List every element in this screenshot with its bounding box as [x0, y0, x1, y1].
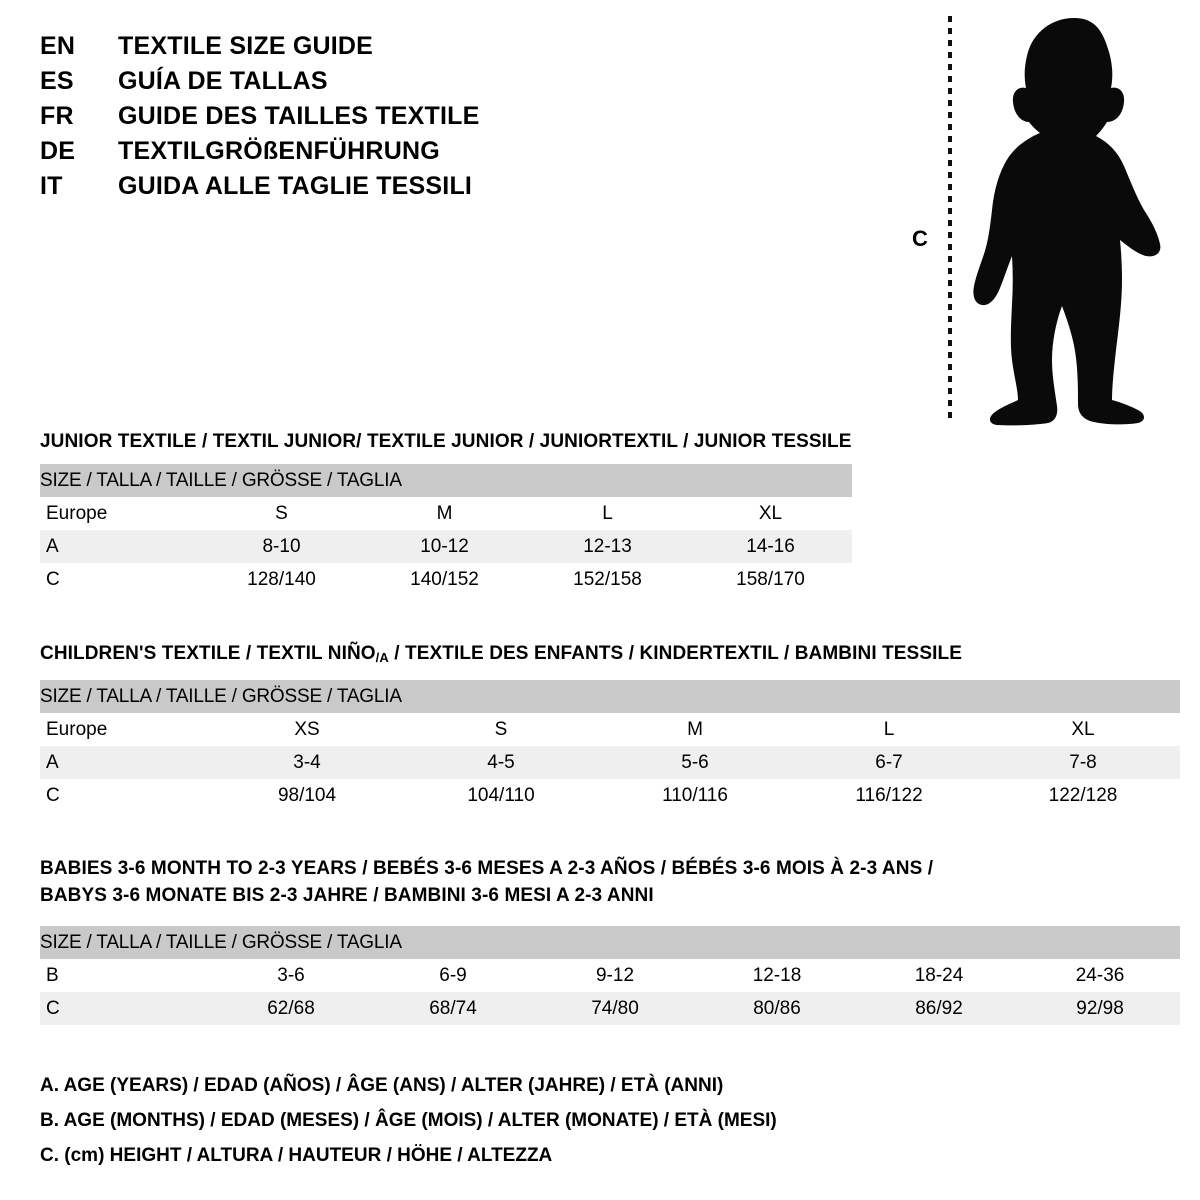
row-label: C — [40, 779, 210, 812]
cell-value: 18-24 — [858, 959, 1020, 992]
row-label: C — [40, 563, 200, 596]
cell-value: 86/92 — [858, 992, 1020, 1025]
legend-line-a: A. AGE (YEARS) / EDAD (AÑOS) / ÂGE (ANS)… — [40, 1075, 724, 1096]
section-junior-textile: JUNIOR TEXTILE / TEXTIL JUNIOR/ TEXTILE … — [40, 428, 852, 596]
table-row: C 98/104 104/110 110/116 116/122 122/128 — [40, 779, 1181, 812]
cell-value: 158/170 — [689, 563, 852, 596]
language-row-de: DE TEXTILGRÖßENFÜHRUNG — [40, 137, 600, 172]
babies-size-table: SIZE / TALLA / TAILLE / GRÖSSE / TAGLIA … — [40, 926, 1181, 1025]
cell-value: 12-18 — [696, 959, 858, 992]
language-title-it: GUIDA ALLE TAGLIE TESSILI — [118, 172, 473, 200]
language-title-en: TEXTILE SIZE GUIDE — [118, 32, 374, 60]
cell-value: 6-7 — [792, 746, 986, 779]
cell-value: 62/68 — [210, 992, 372, 1025]
height-dotted-line — [948, 16, 952, 424]
row-label: A — [40, 530, 200, 563]
row-label: Europe — [40, 713, 210, 746]
row-label: A — [40, 746, 210, 779]
cell-value: XL — [689, 497, 852, 530]
cell-value: 12-13 — [526, 530, 689, 563]
section-children-textile: CHILDREN'S TEXTILE / TEXTIL NIÑO/A / TEX… — [40, 640, 1181, 812]
language-title-fr: GUIDE DES TAILLES TEXTILE — [118, 102, 480, 130]
table-row: A 3-4 4-5 5-6 6-7 7-8 — [40, 746, 1181, 779]
language-row-fr: FR GUIDE DES TAILLES TEXTILE — [40, 102, 600, 137]
row-label: C — [40, 992, 210, 1025]
language-header-block: EN TEXTILE SIZE GUIDE ES GUÍA DE TALLAS … — [40, 32, 600, 207]
cell-value: XL — [986, 713, 1181, 746]
cell-value: 8-10 — [200, 530, 363, 563]
cell-value: M — [363, 497, 526, 530]
table-row: A 8-10 10-12 12-13 14-16 — [40, 530, 852, 563]
cell-value: 122/128 — [986, 779, 1181, 812]
cell-value: L — [526, 497, 689, 530]
legend-line-c: C. (cm) HEIGHT / ALTURA / HAUTEUR / HÖHE… — [40, 1145, 553, 1166]
height-measure-label: C — [912, 226, 928, 251]
language-code-en: EN — [40, 32, 76, 60]
junior-table-header-label: SIZE / TALLA / TAILLE / GRÖSSE / TAGLIA — [40, 464, 852, 497]
legend-block: A. AGE (YEARS) / EDAD (AÑOS) / ÂGE (ANS)… — [40, 1068, 940, 1173]
language-title-de: TEXTILGRÖßENFÜHRUNG — [118, 137, 440, 165]
cell-value: M — [598, 713, 792, 746]
cell-value: 74/80 — [534, 992, 696, 1025]
table-row: C 62/68 68/74 74/80 80/86 86/92 92/98 — [40, 992, 1181, 1025]
cell-value: 5-6 — [598, 746, 792, 779]
cell-value: S — [200, 497, 363, 530]
language-row-en: EN TEXTILE SIZE GUIDE — [40, 32, 600, 67]
language-row-it: IT GUIDA ALLE TAGLIE TESSILI — [40, 172, 600, 207]
cell-value: 92/98 — [1020, 992, 1181, 1025]
cell-value: 140/152 — [363, 563, 526, 596]
cell-value: 14-16 — [689, 530, 852, 563]
table-header-row: SIZE / TALLA / TAILLE / GRÖSSE / TAGLIA — [40, 464, 852, 497]
section-heading-children: CHILDREN'S TEXTILE / TEXTIL NIÑO/A / TEX… — [40, 640, 1180, 671]
cell-value: S — [404, 713, 598, 746]
row-label: Europe — [40, 497, 200, 530]
cell-value: XS — [210, 713, 404, 746]
table-row: B 3-6 6-9 9-12 12-18 18-24 24-36 — [40, 959, 1181, 992]
section-babies-textile: BABIES 3-6 MONTH TO 2-3 YEARS / BEBÉS 3-… — [40, 855, 1181, 1025]
cell-value: 110/116 — [598, 779, 792, 812]
junior-size-table: SIZE / TALLA / TAILLE / GRÖSSE / TAGLIA … — [40, 464, 852, 596]
cell-value: 3-4 — [210, 746, 404, 779]
section-heading-babies-line1: BABIES 3-6 MONTH TO 2-3 YEARS / BEBÉS 3-… — [40, 858, 934, 879]
cell-value: 9-12 — [534, 959, 696, 992]
cell-value: 10-12 — [363, 530, 526, 563]
babies-table-header-label: SIZE / TALLA / TAILLE / GRÖSSE / TAGLIA — [40, 926, 1181, 959]
table-row: Europe XS S M L XL — [40, 713, 1181, 746]
child-silhouette-icon — [973, 18, 1161, 426]
cell-value: 4-5 — [404, 746, 598, 779]
height-measure-figure: C — [900, 8, 1190, 428]
cell-value: 98/104 — [210, 779, 404, 812]
children-table-header-label: SIZE / TALLA / TAILLE / GRÖSSE / TAGLIA — [40, 680, 1181, 713]
section-heading-babies-line2: BABYS 3-6 MONATE BIS 2-3 JAHRE / BAMBINI… — [40, 885, 654, 906]
cell-value: 68/74 — [372, 992, 534, 1025]
heading-part-pre: CHILDREN'S TEXTILE / TEXTIL NIÑO — [40, 643, 376, 664]
cell-value: 3-6 — [210, 959, 372, 992]
language-code-it: IT — [40, 172, 63, 200]
table-row: C 128/140 140/152 152/158 158/170 — [40, 563, 852, 596]
language-code-fr: FR — [40, 102, 74, 130]
row-label: B — [40, 959, 210, 992]
heading-part-post: / TEXTILE DES ENFANTS / KINDERTEXTIL / B… — [388, 643, 962, 664]
cell-value: 6-9 — [372, 959, 534, 992]
table-row: Europe S M L XL — [40, 497, 852, 530]
table-header-row: SIZE / TALLA / TAILLE / GRÖSSE / TAGLIA — [40, 926, 1181, 959]
cell-value: 116/122 — [792, 779, 986, 812]
cell-value: 7-8 — [986, 746, 1181, 779]
table-header-row: SIZE / TALLA / TAILLE / GRÖSSE / TAGLIA — [40, 680, 1181, 713]
cell-value: 104/110 — [404, 779, 598, 812]
language-code-de: DE — [40, 137, 76, 165]
cell-value: 80/86 — [696, 992, 858, 1025]
language-row-es: ES GUÍA DE TALLAS — [40, 67, 600, 102]
section-heading-junior: JUNIOR TEXTILE / TEXTIL JUNIOR/ TEXTILE … — [40, 431, 852, 452]
cell-value: 24-36 — [1020, 959, 1181, 992]
cell-value: 152/158 — [526, 563, 689, 596]
heading-part-sub: /A — [375, 650, 389, 665]
legend-line-b: B. AGE (MONTHS) / EDAD (MESES) / ÂGE (MO… — [40, 1110, 777, 1131]
cell-value: L — [792, 713, 986, 746]
children-size-table: SIZE / TALLA / TAILLE / GRÖSSE / TAGLIA … — [40, 680, 1181, 812]
language-code-es: ES — [40, 67, 74, 95]
language-title-es: GUÍA DE TALLAS — [118, 67, 328, 95]
cell-value: 128/140 — [200, 563, 363, 596]
